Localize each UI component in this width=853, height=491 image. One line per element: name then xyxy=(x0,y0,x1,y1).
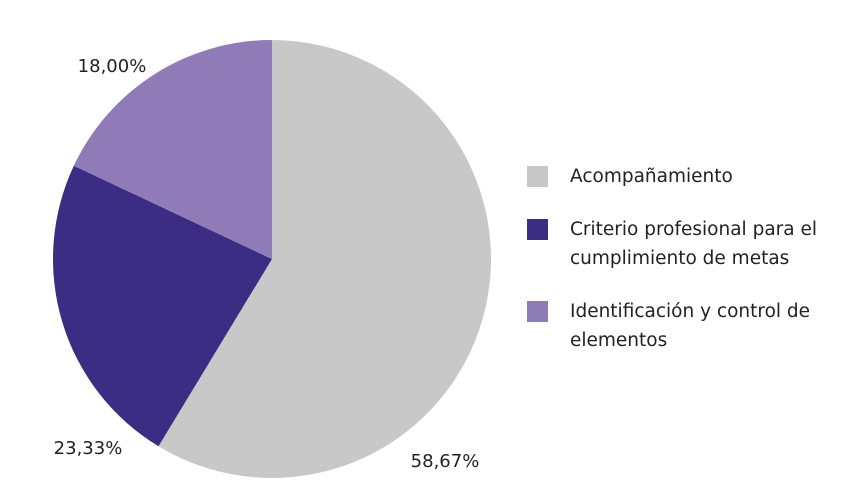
data-label: 18,00% xyxy=(78,56,147,77)
legend-item: Identificación y control de elementos xyxy=(527,297,847,355)
pie-slice xyxy=(73,40,273,259)
legend-label: Identificación y control de elementos xyxy=(570,301,811,351)
legend: Acompañamiento Criterio profesional para … xyxy=(527,162,847,379)
legend-label: Criterio profesional para el cumplimient… xyxy=(570,219,818,269)
legend-item: Criterio profesional para el cumplimient… xyxy=(527,215,847,273)
legend-swatch xyxy=(527,166,548,187)
legend-item: Acompañamiento xyxy=(527,162,847,191)
legend-swatch xyxy=(527,301,548,322)
pie-slice xyxy=(52,165,272,447)
data-label: 23,33% xyxy=(54,438,123,459)
legend-label: Acompañamiento xyxy=(570,166,733,187)
pie-slice xyxy=(158,40,492,478)
legend-swatch xyxy=(527,219,548,240)
data-label: 58,67% xyxy=(411,451,480,472)
